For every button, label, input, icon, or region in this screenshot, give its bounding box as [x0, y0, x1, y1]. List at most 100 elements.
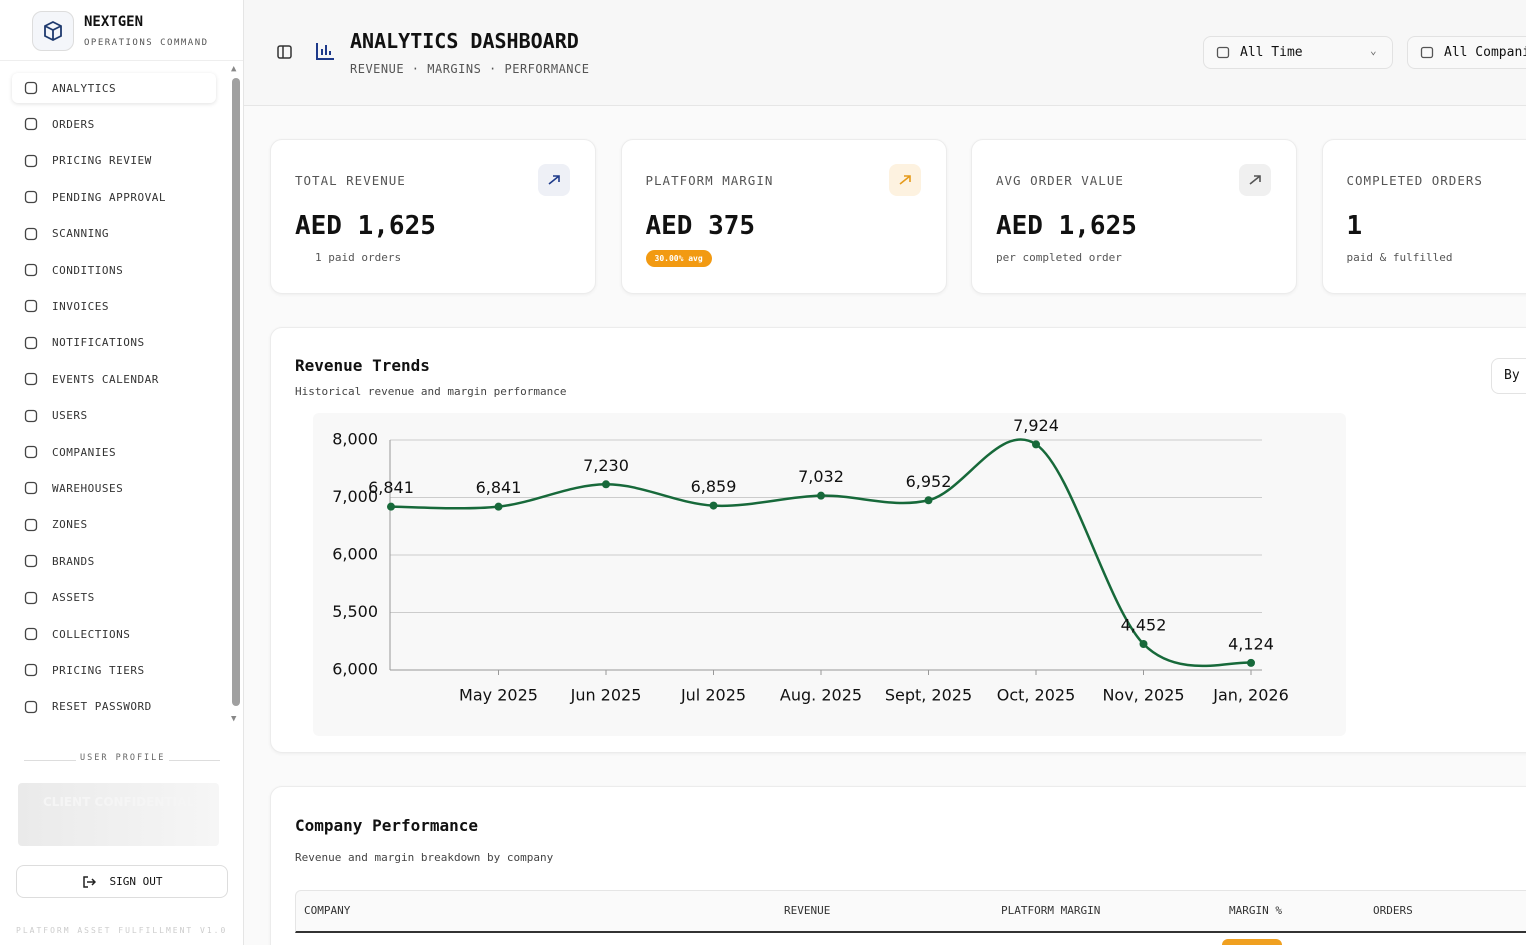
nav-item[interactable]: SCANNING	[12, 219, 216, 249]
company-card: Company Performance Revenue and margin b…	[270, 786, 1526, 945]
nav-item[interactable]: CONDITIONS	[12, 255, 216, 285]
nav-icon	[24, 81, 38, 95]
filter-label: All Time	[1240, 45, 1303, 60]
kpi-value: AED 1,625	[996, 211, 1137, 241]
nav-label: ASSETS	[52, 591, 95, 605]
nav-label: PENDING APPROVAL	[52, 190, 166, 204]
nav-item[interactable]: ZONES	[12, 510, 216, 540]
nav-item[interactable]: ORDERS	[12, 109, 216, 139]
nav-label: PRICING TIERS	[52, 663, 145, 677]
nav-item[interactable]: COMPANIES	[12, 437, 216, 467]
nav-label: EVENTS CALENDAR	[52, 372, 159, 386]
nav-item[interactable]: PRICING TIERS	[12, 655, 216, 685]
sign-out-button[interactable]: SIGN OUT	[16, 865, 228, 898]
column-header: PLATFORM MARGIN	[1001, 904, 1101, 917]
filter-icon	[1420, 46, 1434, 59]
chart-subtitle: Historical revenue and margin performanc…	[295, 385, 567, 398]
nav-label: COMPANIES	[52, 445, 117, 459]
nav-item[interactable]: NOTIFICATIONS	[12, 328, 216, 358]
value-label: 7,924	[1013, 416, 1059, 435]
kpi-label: PLATFORM MARGIN	[645, 173, 774, 188]
y-tick-label: 6,000	[332, 545, 378, 564]
kpi-note: 1 paid orders	[315, 251, 402, 264]
chart-bg	[313, 413, 1346, 736]
nav-icon	[24, 191, 38, 204]
nav-item[interactable]: BRANDS	[12, 546, 216, 576]
filter-select[interactable]: All Time ⌄	[1203, 36, 1393, 69]
kpi-card: PLATFORM MARGIN AED 375 30.00% avg	[620, 139, 947, 294]
logo-icon	[44, 20, 62, 42]
filter-select[interactable]: All Companies	[1407, 36, 1526, 69]
value-label: 4,452	[1121, 616, 1167, 635]
kpi-icon	[1239, 164, 1271, 196]
nav-label: CONDITIONS	[52, 263, 124, 277]
value-label: 7,032	[798, 467, 844, 486]
revenue-card: Revenue Trends Historical revenue and ma…	[270, 327, 1526, 753]
nav-icon	[24, 700, 38, 713]
column-header: ORDERS	[1373, 904, 1413, 917]
nav-label: NOTIFICATIONS	[52, 336, 145, 350]
nav-item[interactable]: COLLECTIONS	[12, 619, 216, 649]
kpi-icon-glyph	[548, 175, 560, 185]
point	[1139, 640, 1148, 649]
y-tick-label: 6,000	[332, 660, 378, 679]
group-toggle[interactable]: By	[1491, 358, 1526, 394]
x-tick-label: Aug. 2025	[780, 686, 862, 705]
point	[387, 502, 395, 511]
column-header: REVENUE	[784, 904, 831, 917]
nav-item[interactable]: WAREHOUSES	[12, 473, 216, 503]
nav-item[interactable]: USERS	[12, 401, 216, 431]
filter-label: All Companies	[1444, 45, 1526, 60]
kpi-icon	[888, 164, 921, 196]
nav-item[interactable]: ANALYTICS	[12, 73, 216, 103]
nav-icon	[24, 263, 38, 277]
nav-icon	[24, 118, 38, 131]
kpi-card: AVG ORDER VALUE AED 1,625 per completed or…	[971, 139, 1297, 294]
point	[602, 480, 610, 489]
profile-box: CLIENT CONFIDENTIAL	[18, 783, 219, 846]
nav-label: SCANNING	[52, 227, 109, 241]
table-title: Company Performance	[295, 816, 479, 835]
y-tick-label: 5,500	[332, 602, 378, 621]
point	[494, 502, 503, 511]
sign-out-label: SIGN OUT	[109, 875, 163, 888]
nav-icon	[24, 409, 38, 422]
nav-label: INVOICES	[52, 299, 109, 313]
table-header: COMPANY REVENUE PLATFORM MARGIN MARGIN % ORD…	[295, 890, 1526, 933]
value-label: 7,230	[583, 456, 629, 475]
nav-label: ORDERS	[52, 117, 95, 131]
point	[709, 501, 718, 510]
sidebar-toggle[interactable]	[277, 44, 293, 60]
logo	[32, 11, 74, 51]
line	[390, 438, 1252, 668]
tagline: OPERATIONS COMMAND	[84, 38, 209, 48]
x-tick-label: Oct, 2025	[997, 686, 1076, 705]
y-tick-label: 7,000	[332, 487, 378, 506]
nav-item[interactable]: EVENTS CALENDAR	[12, 364, 216, 394]
table-subtitle: Revenue and margin breakdown by company	[295, 851, 554, 864]
kpi-label: COMPLETED ORDERS	[1346, 173, 1483, 188]
nav-item[interactable]: ASSETS	[12, 583, 216, 613]
nav-icon	[24, 227, 38, 240]
chevron: ⌄	[1370, 44, 1377, 57]
nav-item[interactable]: RESET PASSWORD	[12, 692, 216, 722]
nav-item[interactable]: PRICING REVIEW	[12, 146, 216, 176]
nav-item[interactable]: INVOICES	[12, 291, 216, 321]
page-subtitle: REVENUE · MARGINS · PERFORMANCE	[350, 62, 590, 76]
nav-icon	[24, 664, 38, 677]
kpi-icon-glyph	[1249, 175, 1261, 185]
value-label: 6,952	[906, 472, 952, 491]
nav-label: ANALYTICS	[52, 81, 117, 95]
chart-title: Revenue Trends	[295, 356, 430, 375]
nav-label: PRICING REVIEW	[52, 154, 152, 168]
value-label: 6,841	[368, 478, 414, 497]
nav-item[interactable]: PENDING APPROVAL	[12, 182, 216, 212]
margin-badge	[1222, 939, 1282, 945]
nav-icon	[24, 591, 38, 604]
value-label: 4,124	[1228, 634, 1274, 653]
nav-label: USERS	[52, 409, 88, 423]
kpi-value: AED 375	[645, 211, 756, 241]
x-tick-label: Jan, 2026	[1212, 686, 1289, 705]
kpi-card: COMPLETED ORDERS 1 paid & fulfilled	[1321, 139, 1526, 294]
